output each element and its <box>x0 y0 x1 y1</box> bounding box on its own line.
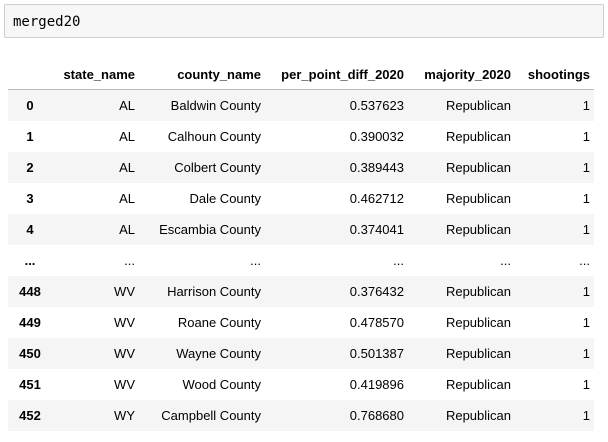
code-text: merged20 <box>13 14 81 30</box>
table-row: 3 AL Dale County 0.462712 Republican 1 <box>8 183 594 214</box>
column-header-shootings: shootings <box>515 59 594 90</box>
cell-per-point-diff-2020: 0.462712 <box>349 190 404 206</box>
column-header-per-point-diff-2020: per_point_diff_2020 <box>265 59 408 90</box>
cell-shootings: 1 <box>582 97 590 113</box>
table-header-row: state_name county_name per_point_diff_20… <box>8 59 594 90</box>
cell-state-name: AL <box>119 221 135 237</box>
cell-majority-2020: Republican <box>445 221 511 237</box>
cell-majority-2020: Republican <box>445 283 511 299</box>
table-row: 4 AL Escambia County 0.374041 Republican 1 <box>8 213 594 245</box>
row-index: 0 <box>26 97 34 113</box>
table-row: 451 WV Wood County 0.419896 Republican 1 <box>8 369 594 400</box>
cell-majority-2020: Republican <box>445 159 511 175</box>
cell-state-name: WY <box>114 407 135 423</box>
dataframe-table: state_name county_name per_point_diff_20… <box>8 59 594 431</box>
table-row: 0 AL Baldwin County 0.537623 Republican 1 <box>8 89 594 121</box>
cell-state-name: WV <box>114 314 135 330</box>
cell-shootings: 1 <box>582 128 590 144</box>
cell-per-point-diff-2020: 0.389443 <box>349 159 404 175</box>
code-cell-input[interactable]: merged20 <box>4 4 604 38</box>
table-row: 1 AL Calhoun County 0.390032 Republican 1 <box>8 121 594 152</box>
cell-county-name: Calhoun County <box>167 128 261 144</box>
cell-shootings: 1 <box>582 407 590 423</box>
cell-per-point-diff-2020: 0.478570 <box>349 314 404 330</box>
table-row: .................. <box>8 245 594 276</box>
cell-per-point-diff-2020: 0.376432 <box>349 283 404 299</box>
cell-shootings: 1 <box>582 190 590 206</box>
cell-state-name: WV <box>114 283 135 299</box>
cell-state-name: WV <box>114 376 135 392</box>
cell-state-name: AL <box>119 97 135 113</box>
table-row: 449 WV Roane County 0.478570 Republican 1 <box>8 307 594 338</box>
cell-per-point-diff-2020: 0.537623 <box>349 97 404 113</box>
row-index: 450 <box>19 345 41 361</box>
row-index: 448 <box>19 283 41 299</box>
table-row: 448 WV Harrison County 0.376432 Republican 1 <box>8 275 594 307</box>
table-row: 452 WY Campbell County 0.768680 Republican 1 <box>8 399 594 431</box>
cell-majority-2020: ... <box>500 252 511 268</box>
cell-majority-2020: Republican <box>445 314 511 330</box>
cell-per-point-diff-2020: 0.390032 <box>349 128 404 144</box>
cell-state-name: AL <box>119 190 135 206</box>
column-header-state-name: state_name <box>52 59 139 90</box>
cell-county-name: Baldwin County <box>170 97 261 113</box>
row-index: 2 <box>26 159 34 175</box>
row-index: 452 <box>19 407 41 423</box>
cell-per-point-diff-2020: 0.501387 <box>349 345 404 361</box>
cell-majority-2020: Republican <box>445 190 511 206</box>
cell-shootings: 1 <box>582 314 590 330</box>
row-index: 449 <box>19 314 41 330</box>
cell-shootings: 1 <box>582 376 590 392</box>
index-header <box>8 59 52 90</box>
cell-majority-2020: Republican <box>445 407 511 423</box>
row-index: 451 <box>19 376 41 392</box>
cell-per-point-diff-2020: 0.374041 <box>349 221 404 237</box>
cell-per-point-diff-2020: 0.419896 <box>349 376 404 392</box>
cell-shootings: 1 <box>582 159 590 175</box>
cell-county-name: Escambia County <box>159 221 261 237</box>
cell-majority-2020: Republican <box>445 128 511 144</box>
cell-state-name: WV <box>114 345 135 361</box>
cell-majority-2020: Republican <box>445 345 511 361</box>
cell-shootings: ... <box>579 252 590 268</box>
cell-county-name: Campbell County <box>161 407 261 423</box>
cell-shootings: 1 <box>582 283 590 299</box>
cell-state-name: ... <box>124 252 135 268</box>
cell-county-name: Dale County <box>189 190 261 206</box>
cell-shootings: 1 <box>582 221 590 237</box>
table-row: 2 AL Colbert County 0.389443 Republican 1 <box>8 151 594 183</box>
cell-county-name: Roane County <box>177 314 261 330</box>
cell-shootings: 1 <box>582 345 590 361</box>
row-index: ... <box>24 252 36 268</box>
row-index: 1 <box>26 128 34 144</box>
column-header-majority-2020: majority_2020 <box>408 59 515 90</box>
cell-majority-2020: Republican <box>445 97 511 113</box>
cell-county-name: Wood County <box>182 376 261 392</box>
cell-county-name: Wayne County <box>176 345 261 361</box>
cell-county-name: ... <box>250 252 261 268</box>
cell-per-point-diff-2020: 0.768680 <box>349 407 404 423</box>
cell-state-name: AL <box>119 159 135 175</box>
cell-county-name: Colbert County <box>174 159 261 175</box>
cell-majority-2020: Republican <box>445 376 511 392</box>
column-header-county-name: county_name <box>139 59 265 90</box>
cell-state-name: AL <box>119 128 135 144</box>
table-row: 450 WV Wayne County 0.501387 Republican 1 <box>8 337 594 369</box>
row-index: 4 <box>26 221 34 237</box>
cell-county-name: Harrison County <box>167 283 261 299</box>
cell-per-point-diff-2020: ... <box>393 252 404 268</box>
table-body: 0 AL Baldwin County 0.537623 Republican 1 1 AL C… <box>8 89 594 431</box>
row-index: 3 <box>26 190 34 206</box>
